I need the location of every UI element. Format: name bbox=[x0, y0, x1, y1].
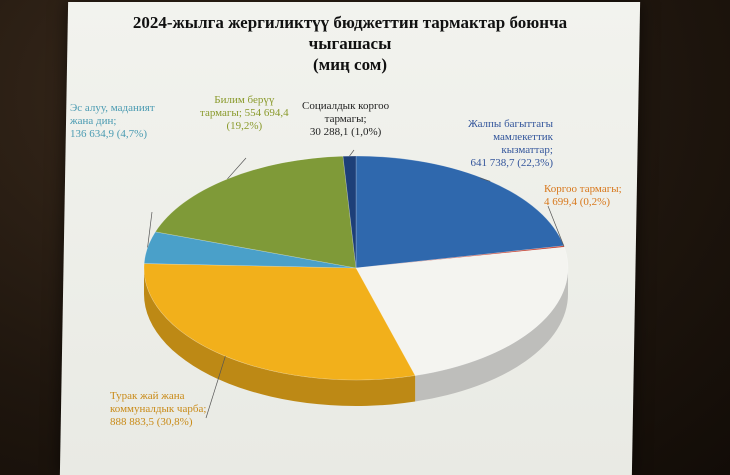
chart-title-line-3: (миң сом) bbox=[312, 55, 388, 74]
label-social-line-3: 30 288,1 (1,0%) bbox=[309, 126, 382, 138]
chart-title: 2024-жылга жергиликтүү бюджеттин тармакт… bbox=[110, 12, 590, 75]
pie-slice-2 bbox=[355, 246, 569, 376]
pie-slice-6 bbox=[342, 155, 357, 269]
leader-line-0 bbox=[479, 177, 491, 182]
label-defense: Коргоо тармагы; 4 699,4 (0,2%) bbox=[544, 183, 622, 209]
leader-line-1 bbox=[547, 205, 565, 247]
label-housing-line-1: Турак жай жана bbox=[110, 390, 185, 402]
leader-line-3 bbox=[205, 356, 226, 419]
pie-top bbox=[143, 155, 569, 381]
label-social-line-2: тармагы; bbox=[324, 113, 367, 125]
label-defense-line-2: 4 699,4 (0,2%) bbox=[544, 196, 610, 208]
pie-leaders bbox=[147, 149, 565, 419]
label-social: Социалдык коргоо тармагы; 30 288,1 (1,0%… bbox=[302, 100, 389, 139]
label-recreation-line-1: Эс алуу, маданият bbox=[70, 102, 155, 114]
chart-title-line-1: 2024-жылга жергиликтүү бюджеттин тармакт… bbox=[132, 13, 568, 32]
pie-side-2-0 bbox=[415, 268, 568, 402]
label-general-services: Жалпы багыттагы мамлекеттик кызматтар; 6… bbox=[468, 118, 553, 170]
label-education-line-1: Билим берүү bbox=[214, 94, 275, 106]
label-education: Билим берүү тармагы; 554 694,4 (19,2%) bbox=[200, 94, 289, 133]
label-education-line-2: тармагы; 554 694,4 bbox=[200, 107, 289, 119]
leader-line-4 bbox=[147, 211, 153, 248]
label-general-services-line-2: мамлекеттик bbox=[493, 131, 553, 143]
label-housing-line-2: коммуналдык чарба; bbox=[110, 403, 207, 415]
label-recreation-line-2: жана дин; bbox=[70, 115, 117, 127]
chart-title-line-2: чыгашасы bbox=[308, 34, 392, 53]
label-recreation: Эс алуу, маданият жана дин; 136 634,9 (4… bbox=[70, 102, 155, 141]
label-housing: Турак жай жана коммуналдык чарба; 888 88… bbox=[110, 390, 206, 429]
label-general-services-line-3: кызматтар; bbox=[501, 144, 553, 156]
label-social-line-1: Социалдык коргоо bbox=[302, 100, 390, 112]
label-education-line-3: (19,2%) bbox=[226, 120, 263, 132]
leader-line-6 bbox=[349, 149, 355, 157]
pie-depth bbox=[144, 268, 568, 406]
pie-side-3-0 bbox=[144, 268, 416, 406]
pie-slice-4 bbox=[143, 231, 357, 269]
label-recreation-line-3: 136 634,9 (4,7%) bbox=[70, 128, 147, 140]
label-general-services-line-1: Жалпы багыттагы bbox=[468, 118, 553, 130]
leader-line-5 bbox=[227, 157, 247, 180]
label-defense-line-1: Коргоо тармагы; bbox=[544, 183, 622, 195]
label-general-services-line-4: 641 738,7 (22,3%) bbox=[470, 157, 554, 169]
label-housing-line-3: 888 883,5 (30,8%) bbox=[110, 416, 193, 428]
